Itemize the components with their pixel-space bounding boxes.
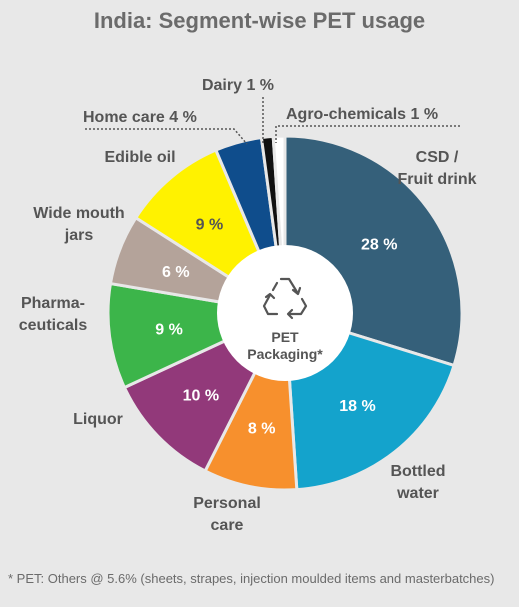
slice-category-label: Home care 4 % [83,109,197,126]
footnote: * PET: Others @ 5.6% (sheets, strapes, i… [8,571,495,586]
slice-value-label: 9 % [155,322,183,339]
slice-category-label: Liquor [73,411,123,428]
slice-value-label: 8 % [248,421,276,438]
center-label-line-1: PET [271,329,299,345]
slice-value-label: 18 % [339,398,375,415]
slice-category-label: Bottled water [390,463,445,502]
leader-home-care [85,128,248,145]
slice-category-label: Pharma-ceuticals [19,295,88,334]
slice-category-label: Edible oil [104,149,175,166]
slice-value-label: 9 % [196,217,224,234]
slice-value-label: 6 % [162,264,190,281]
slice-category-label: Personal care [193,495,261,534]
slice-category-label: Agro-chemicals 1 % [286,106,438,123]
slice-value-label: 28 % [361,237,397,254]
slice-category-label: CSD / Fruit drink [397,149,476,188]
recycle-icon [262,277,308,320]
slice-value-label: 10 % [183,387,219,404]
center-label-line-2: Packaging* [247,346,323,362]
leader-agro-chemicals [275,125,460,143]
slice-category-label: Dairy 1 % [202,77,274,94]
center-circle [217,245,353,381]
slice-category-label: Wide mouth jars [33,205,124,244]
chart-title: India: Segment-wise PET usage [93,8,426,33]
